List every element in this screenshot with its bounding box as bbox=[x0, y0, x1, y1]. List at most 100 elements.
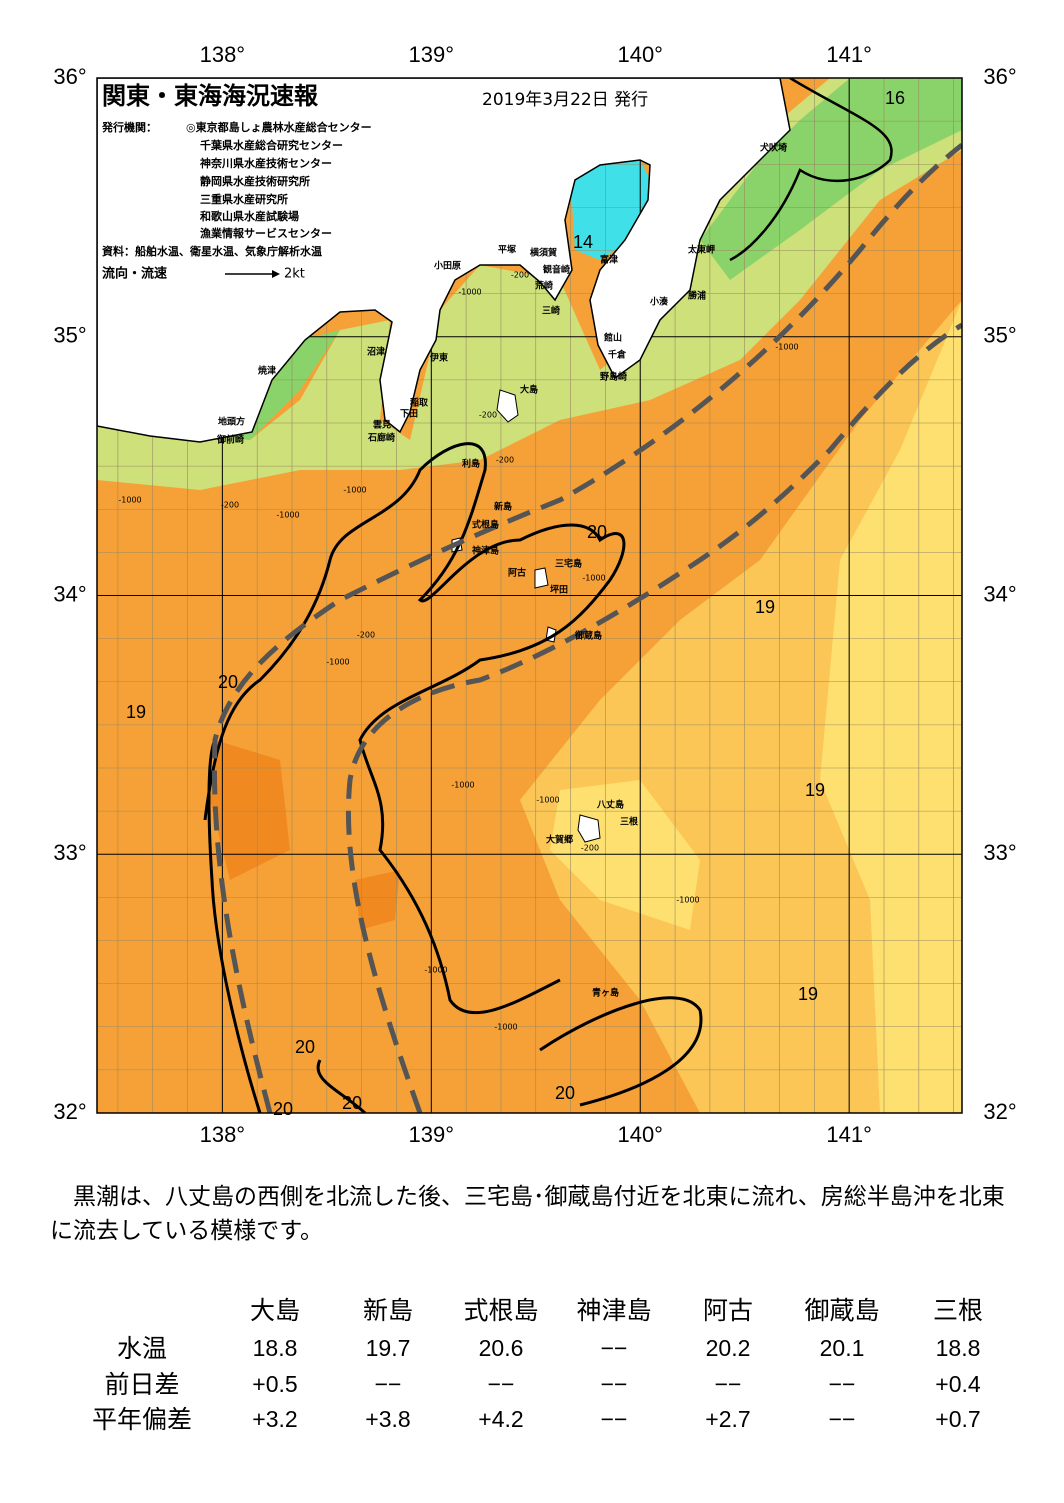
table-cell: 19.7 bbox=[366, 1335, 411, 1361]
depth-label: -1000 bbox=[494, 1023, 517, 1032]
table-cell: −− bbox=[715, 1371, 742, 1397]
lon-tick-label: 140° bbox=[617, 42, 663, 67]
depth-label: -200 bbox=[221, 501, 239, 510]
place-name: 横須賀 bbox=[530, 247, 557, 259]
lat-tick-label: 34° bbox=[53, 581, 86, 606]
place-name: 利島 bbox=[461, 458, 480, 470]
legend-label: 流向・流速 bbox=[102, 266, 167, 282]
lon-tick-label: 140° bbox=[617, 1122, 663, 1147]
place-name: 三崎 bbox=[542, 305, 560, 317]
place-names: 犬吠埼 太東岬 勝浦 小湊 館山 千倉 野島崎 富津 横須賀 観音崎 荒崎 三崎… bbox=[216, 142, 787, 999]
issuer: 和歌山県水産試験場 bbox=[200, 209, 299, 223]
depth-label: -200 bbox=[511, 271, 529, 280]
column-header: 神津島 bbox=[576, 1296, 651, 1325]
isotherm-label: 20 bbox=[273, 1099, 293, 1119]
lat-tick-label: 33° bbox=[983, 840, 1016, 865]
row-label: 前日差 bbox=[104, 1370, 179, 1399]
table-cell: +2.7 bbox=[705, 1406, 750, 1432]
place-name: 三宅島 bbox=[555, 558, 582, 570]
depth-label: -200 bbox=[496, 456, 514, 465]
place-name: 勝浦 bbox=[688, 290, 706, 302]
header: 関東・東海海況速報 2019年3月22日 発行 発行機関： ◎東京都島しょ農林水… bbox=[101, 82, 648, 282]
place-name: 御蔵島 bbox=[574, 630, 602, 642]
depth-label: -1000 bbox=[424, 966, 447, 975]
isotherm-line bbox=[203, 442, 703, 1113]
table-cell: +4.2 bbox=[478, 1406, 523, 1432]
place-name: 沼津 bbox=[367, 346, 385, 358]
depth-label: -1000 bbox=[775, 343, 798, 352]
isotherm-label: 19 bbox=[798, 984, 818, 1004]
depth-label: -1000 bbox=[458, 288, 481, 297]
isotherm-label: 19 bbox=[805, 780, 825, 800]
lon-tick-label: 138° bbox=[200, 42, 246, 67]
place-name: 小田原 bbox=[433, 260, 461, 272]
place-name: 式根島 bbox=[472, 519, 499, 531]
isotherm-label: 20 bbox=[342, 1093, 362, 1113]
place-name: 焼津 bbox=[258, 365, 276, 377]
place-name: 犬吠埼 bbox=[759, 142, 787, 154]
isotherm-label: 16 bbox=[885, 88, 905, 108]
place-name: 平塚 bbox=[498, 244, 516, 256]
place-name: 八丈島 bbox=[596, 799, 624, 811]
isotherm-label: 20 bbox=[218, 672, 238, 692]
place-name: 野島崎 bbox=[600, 371, 627, 383]
table-cell: 18.8 bbox=[936, 1335, 981, 1361]
kuroshio-axis bbox=[212, 143, 962, 1113]
tokyo-bay bbox=[570, 160, 660, 260]
axis-labels: 138° 138° 139° 139° 140° 140° 141° 141° 36° 36° 35… bbox=[53, 42, 1016, 1147]
table-cell: +3.2 bbox=[252, 1406, 297, 1432]
depth-label: -200 bbox=[581, 844, 599, 853]
place-name: 太東岬 bbox=[687, 244, 715, 256]
isotherm-label: 19 bbox=[755, 597, 775, 617]
column-header: 式根島 bbox=[463, 1296, 538, 1325]
title: 関東・東海海況速報 bbox=[102, 82, 319, 110]
table-cell: −− bbox=[829, 1371, 856, 1397]
map-frame bbox=[96, 77, 963, 1114]
issuer: 千葉県水産総合研究センター bbox=[200, 138, 343, 152]
lon-tick-label: 138° bbox=[200, 1122, 246, 1147]
isotherm-label: 14 bbox=[573, 232, 593, 252]
place-name: 観音崎 bbox=[543, 264, 570, 276]
depth-label: -1000 bbox=[451, 781, 474, 790]
issuer: 静岡県水産技術研究所 bbox=[200, 174, 310, 188]
column-header: 三根 bbox=[933, 1296, 983, 1325]
depth-label: -1000 bbox=[118, 496, 141, 505]
isotherm-line bbox=[729, 78, 893, 262]
place-name: 青ヶ島 bbox=[592, 987, 619, 999]
table-cell: 18.8 bbox=[253, 1335, 298, 1361]
table-cell: 20.6 bbox=[479, 1335, 524, 1361]
lon-tick-label: 139° bbox=[409, 42, 455, 67]
depth-label: -1000 bbox=[343, 486, 366, 495]
lat-tick-label: 33° bbox=[53, 840, 86, 865]
warm-core bbox=[210, 740, 400, 930]
place-name: 館山 bbox=[603, 332, 622, 344]
place-name: 坪田 bbox=[550, 584, 568, 596]
depth-label: -1000 bbox=[536, 796, 559, 805]
map-area bbox=[97, 78, 962, 1113]
place-name: 稲取 bbox=[410, 397, 429, 409]
column-header: 大島 bbox=[250, 1296, 300, 1325]
depth-label: -1000 bbox=[676, 896, 699, 905]
table-cell: +0.7 bbox=[935, 1406, 980, 1432]
place-name: 地頭方 bbox=[218, 416, 245, 428]
place-name: 伊東 bbox=[429, 352, 448, 364]
row-label: 平年偏差 bbox=[92, 1405, 192, 1434]
legend-scale: 2kt bbox=[284, 267, 305, 282]
lat-tick-label: 32° bbox=[53, 1099, 86, 1124]
lat-tick-label: 32° bbox=[983, 1099, 1016, 1124]
summary-text: 黒潮は、八丈島の西側を北流した後、三宅島･御蔵島付近を北東に流れ、房総半島沖を北… bbox=[50, 1184, 1005, 1244]
table-cell: −− bbox=[601, 1335, 628, 1361]
depth-label: -1000 bbox=[326, 658, 349, 667]
issue-date: 2019年3月22日 発行 bbox=[482, 90, 648, 110]
column-header: 御蔵島 bbox=[804, 1296, 879, 1325]
lat-tick-label: 35° bbox=[983, 323, 1016, 348]
place-name: 千倉 bbox=[608, 349, 627, 361]
place-name: 小湊 bbox=[649, 296, 669, 308]
land bbox=[97, 78, 791, 443]
place-name: 新島 bbox=[494, 501, 512, 513]
legend-arrowhead bbox=[272, 270, 280, 278]
place-name: 大島 bbox=[520, 384, 538, 396]
